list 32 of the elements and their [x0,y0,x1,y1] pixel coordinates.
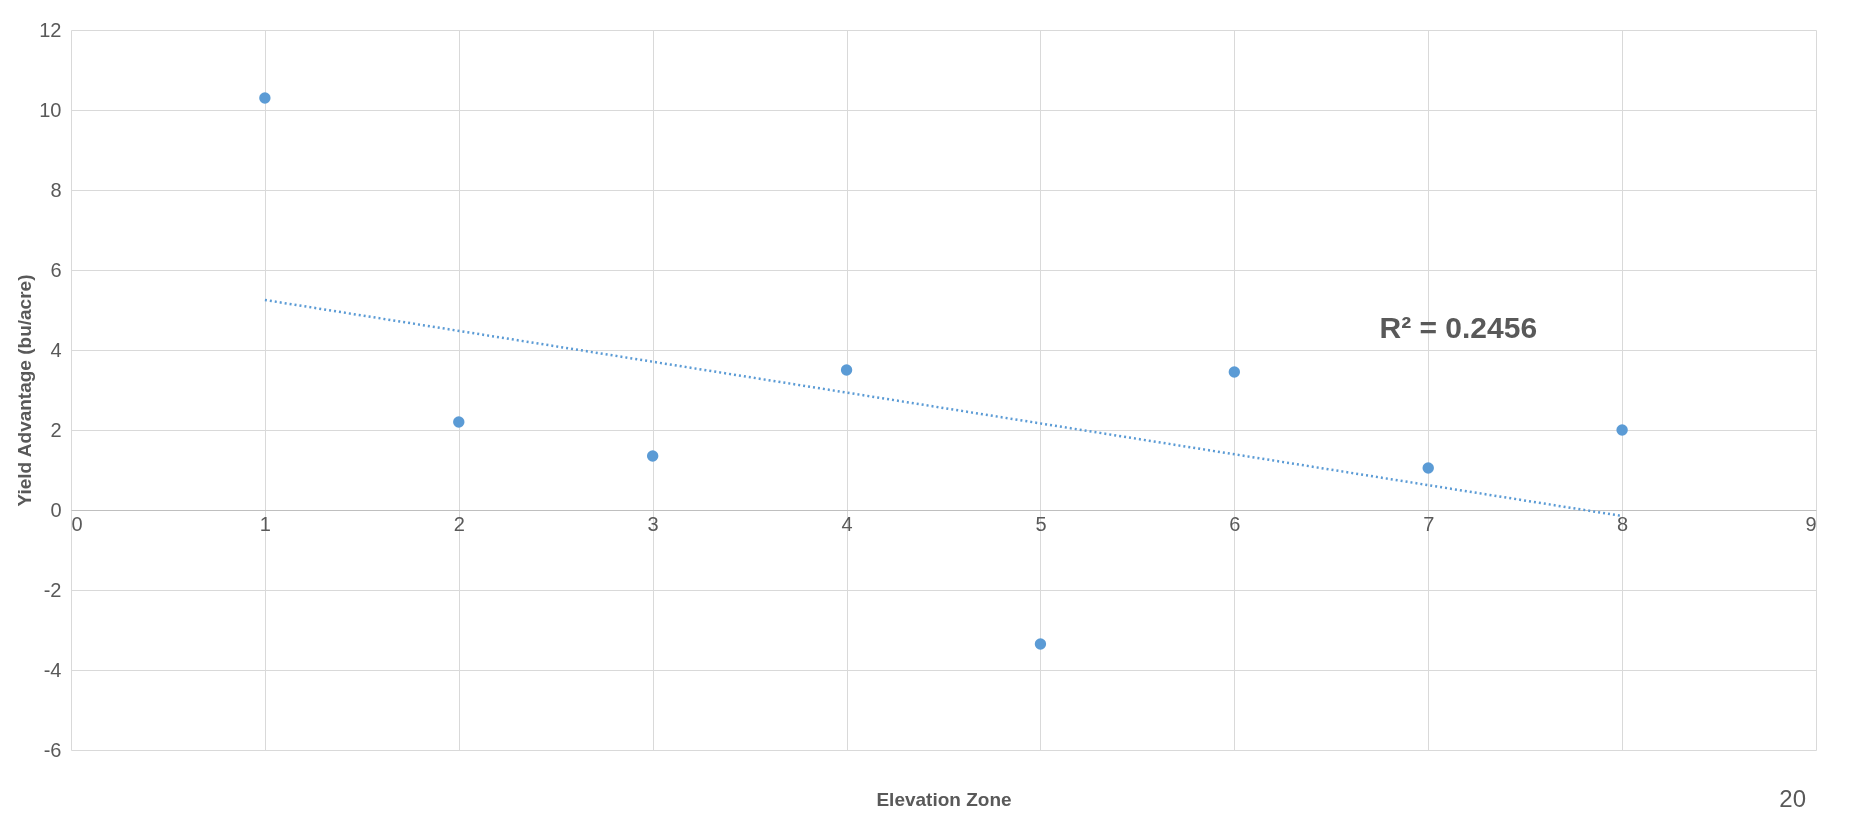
y-tick-label: 12 [39,18,62,41]
y-tick-label: 2 [50,418,62,441]
y-tick-label: 0 [50,498,62,521]
y-axis-title: Yield Advantage (bu/acre) [14,274,36,507]
annotation: R² = 0.2456 [1379,310,1538,344]
point [1228,366,1241,378]
y-tick-label: 8 [50,178,62,201]
x-tick-label: 3 [647,512,659,535]
point [1034,638,1047,650]
x-tick-label: 4 [841,512,853,535]
point [1422,462,1434,474]
y-tick-label: 10 [39,98,62,121]
x-tick-label: 1 [259,512,271,535]
x-tick-label: 0 [71,512,83,535]
y-tick-label: -4 [43,658,62,681]
x-tick-label: 2 [453,512,465,535]
point [840,364,853,376]
x-tick-label: 7 [1423,512,1435,535]
x-tick-label: 5 [1035,512,1047,535]
point [646,450,659,462]
x-tick-label: 9 [1805,512,1817,535]
y-tick-label: -2 [43,578,62,601]
point [453,416,465,428]
y-tick-label: -6 [43,738,62,761]
x-tick-label: 6 [1229,512,1241,535]
point [1616,424,1628,436]
point [259,92,271,104]
text: 20 [1779,785,1806,812]
x-tick-label: 8 [1617,512,1629,535]
y-tick-label: 4 [50,338,62,361]
y-tick-label: 6 [50,258,62,281]
x-axis-title: Elevation Zone [876,788,1012,810]
